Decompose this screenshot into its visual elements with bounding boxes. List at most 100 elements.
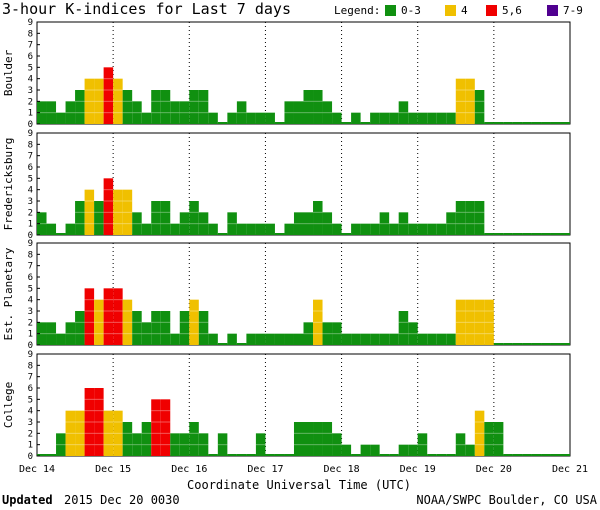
bar [379,333,390,345]
bar [389,112,399,124]
bar [75,410,85,456]
updated-value: 2015 Dec 20 0030 [64,493,180,507]
bar [198,311,209,345]
bar [122,422,133,456]
bar [522,122,532,124]
bar [560,454,570,456]
bar [37,454,47,456]
y-tick-label: 5 [28,174,33,184]
bar [284,333,294,345]
bar [179,101,190,124]
panel-name: Boulder [2,49,15,96]
bar [360,122,371,124]
panel-3: 01 234 567 89 College [2,350,571,462]
bar [84,288,95,345]
bar [189,90,199,124]
bar [322,101,333,124]
bar [351,333,361,345]
x-tick-label: Dec 16 [171,464,207,475]
y-tick-label: 8 [28,140,33,150]
bar [217,343,228,345]
updated-label: Updated [2,493,53,507]
bar [560,343,570,345]
bar [436,333,447,345]
bar [474,299,485,345]
legend-swatch-0 [385,5,396,16]
bar [313,422,323,456]
bar [113,78,123,124]
bar [94,201,104,235]
bar [341,233,352,235]
bar [455,78,466,124]
y-tick-label: 5 [28,284,33,294]
bar [303,422,314,456]
bar [151,399,161,456]
bar [332,433,342,456]
bar [274,454,285,456]
bar [360,223,371,235]
bar [503,454,513,456]
y-tick-label: 4 [28,296,33,306]
bar [313,201,323,235]
bar [141,223,152,235]
x-tick-label: Dec 18 [324,464,360,475]
panels: 0123456789Boulder0123456789Fredericksbur… [2,18,571,462]
bar [360,444,371,456]
bar [132,101,142,124]
bar [465,78,475,124]
y-tick-label: 0 [28,120,33,130]
bar [332,322,342,345]
bar [484,422,494,456]
bar [379,112,390,124]
legend-swatch-3 [547,5,558,16]
bar [236,223,247,235]
legend-swatch-1 [445,5,456,16]
bar [160,311,171,345]
bar [493,343,504,345]
bar [265,454,275,456]
bar [465,444,475,456]
bar [113,288,123,345]
bar [427,112,437,124]
y-tick-label: 7 [28,373,33,383]
y-tick-label: 6 [28,273,33,283]
bar [446,454,456,456]
bar [303,212,314,235]
x-tick-label: Dec 15 [95,464,131,475]
bar [246,112,256,124]
bar [370,444,380,456]
bar [522,454,532,456]
bar [493,122,504,124]
panel-2: 01 234 567 89 Est. Planetary [2,239,571,351]
bar [408,112,418,124]
y-tick-label: 9 [28,350,33,360]
bar [274,333,285,345]
bar [322,422,333,456]
bar [417,333,428,345]
bar [522,233,532,235]
bar [170,433,180,456]
bar [217,433,228,456]
legend-swatch-2 [486,5,497,16]
bar [198,212,209,235]
bar [398,311,409,345]
bar [531,343,542,345]
bar [293,212,304,235]
y-tick-label: 8 [28,250,33,260]
bar [322,322,333,345]
bar [493,422,504,456]
bar [446,212,456,235]
y-tick-label: 4 [28,186,33,196]
bar [84,388,95,456]
bar [541,454,551,456]
bar [408,322,418,345]
bar [208,112,218,124]
bar [179,433,190,456]
bar [189,422,199,456]
bar [94,78,104,124]
bar [531,233,542,235]
y-tick-label: 3 [28,197,33,207]
bar [170,101,180,124]
y-tick-label: 3 [28,86,33,96]
